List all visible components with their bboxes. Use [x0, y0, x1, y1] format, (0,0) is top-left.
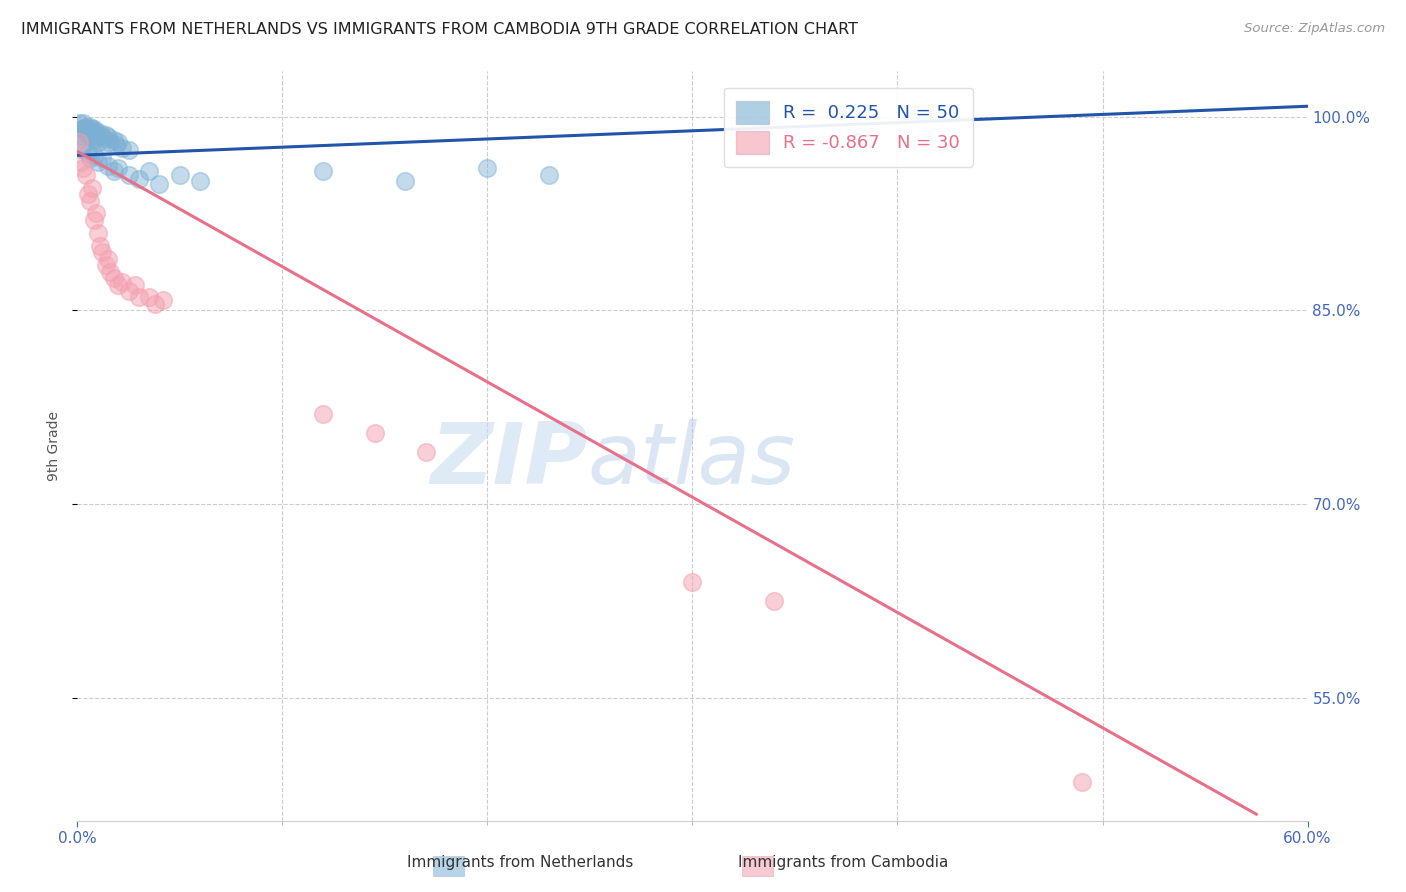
Point — [70, 154, 93, 169]
Point — [143, 297, 166, 311]
Point — [98, 264, 121, 278]
Point — [93, 131, 115, 145]
Point — [169, 168, 191, 182]
Point — [312, 407, 335, 421]
Point — [83, 213, 105, 227]
Point — [152, 293, 174, 307]
Point — [103, 164, 125, 178]
Point — [79, 194, 101, 208]
Point — [107, 161, 129, 176]
Point — [138, 164, 160, 178]
Text: atlas: atlas — [588, 419, 796, 502]
Point — [477, 161, 499, 176]
Point — [80, 128, 103, 143]
Point — [76, 122, 98, 136]
Point — [72, 116, 94, 130]
Point — [79, 120, 101, 134]
Point — [107, 136, 129, 150]
Point — [75, 168, 97, 182]
Point — [117, 143, 139, 157]
Point — [75, 125, 97, 139]
Point — [537, 168, 560, 182]
Point — [87, 136, 110, 150]
Point — [105, 138, 128, 153]
Point — [72, 122, 94, 136]
Point — [90, 151, 114, 165]
Text: Source: ZipAtlas.com: Source: ZipAtlas.com — [1244, 22, 1385, 36]
Point — [84, 133, 107, 147]
Point — [89, 239, 111, 253]
Point — [97, 130, 120, 145]
Point — [84, 206, 107, 220]
Point — [117, 168, 139, 182]
Text: Immigrants from Cambodia: Immigrants from Cambodia — [738, 855, 949, 870]
Point — [72, 161, 94, 176]
Point — [67, 136, 90, 150]
Point — [75, 120, 97, 134]
Point — [188, 174, 212, 188]
Point — [94, 258, 117, 272]
Point — [103, 133, 125, 147]
Point — [148, 177, 170, 191]
Point — [70, 122, 93, 136]
Point — [80, 122, 103, 136]
Point — [79, 151, 101, 165]
Point — [107, 277, 129, 292]
Y-axis label: 9th Grade: 9th Grade — [46, 411, 60, 481]
Text: Immigrants from Netherlands: Immigrants from Netherlands — [406, 855, 634, 870]
Point — [97, 159, 120, 173]
Point — [111, 275, 134, 289]
Point — [128, 290, 150, 304]
Point — [89, 127, 111, 141]
Point — [72, 138, 94, 153]
Point — [394, 174, 416, 188]
Point — [97, 252, 120, 266]
Legend: R =  0.225   N = 50, R = -0.867   N = 30: R = 0.225 N = 50, R = -0.867 N = 30 — [724, 88, 973, 167]
Point — [117, 284, 139, 298]
Point — [84, 125, 107, 139]
Point — [87, 154, 110, 169]
Point — [76, 187, 98, 202]
Point — [90, 245, 114, 260]
Point — [76, 128, 98, 143]
Point — [83, 131, 105, 145]
Point — [67, 116, 90, 130]
Point — [128, 171, 150, 186]
Point — [138, 290, 160, 304]
Point — [79, 127, 101, 141]
Point — [94, 128, 117, 142]
Point — [682, 574, 704, 589]
Point — [80, 180, 103, 194]
Point — [83, 122, 105, 136]
Point — [415, 445, 437, 459]
Point — [70, 142, 93, 156]
Text: ZIP: ZIP — [430, 419, 588, 502]
Point — [103, 271, 125, 285]
Point — [363, 426, 385, 441]
Point — [70, 128, 93, 143]
Point — [98, 136, 121, 150]
Point — [87, 226, 110, 240]
Point — [1071, 775, 1094, 789]
Point — [124, 277, 146, 292]
Point — [111, 140, 134, 154]
Text: IMMIGRANTS FROM NETHERLANDS VS IMMIGRANTS FROM CAMBODIA 9TH GRADE CORRELATION CH: IMMIGRANTS FROM NETHERLANDS VS IMMIGRANT… — [21, 22, 858, 37]
Point — [312, 164, 335, 178]
Point — [83, 148, 105, 162]
Point — [90, 128, 114, 143]
Point — [76, 145, 98, 160]
Point — [763, 594, 786, 608]
Point — [87, 128, 110, 143]
